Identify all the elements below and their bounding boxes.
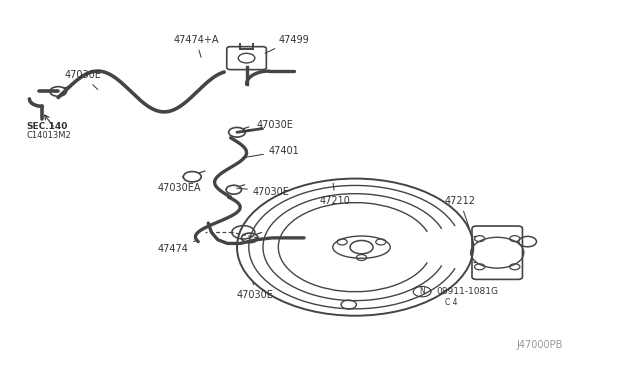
Text: N: N bbox=[419, 287, 425, 296]
Text: 47030E: 47030E bbox=[237, 187, 290, 196]
Text: 08911-1081G: 08911-1081G bbox=[436, 287, 498, 296]
Text: 47030E: 47030E bbox=[65, 70, 101, 90]
Text: 47030EA: 47030EA bbox=[157, 177, 201, 193]
Text: 47030E: 47030E bbox=[243, 120, 293, 132]
Text: C 4: C 4 bbox=[445, 298, 457, 307]
Text: 47499: 47499 bbox=[265, 35, 309, 53]
Text: SEC.140: SEC.140 bbox=[26, 122, 68, 131]
Text: 47030E: 47030E bbox=[237, 282, 274, 300]
Text: 47474: 47474 bbox=[157, 241, 196, 254]
Text: 47212: 47212 bbox=[445, 196, 476, 228]
Text: 47401: 47401 bbox=[243, 146, 300, 158]
Text: J47000PB: J47000PB bbox=[516, 340, 563, 350]
Text: 47210: 47210 bbox=[320, 183, 351, 206]
Text: C14013M2: C14013M2 bbox=[26, 131, 71, 141]
Text: 47474+A: 47474+A bbox=[173, 35, 219, 57]
